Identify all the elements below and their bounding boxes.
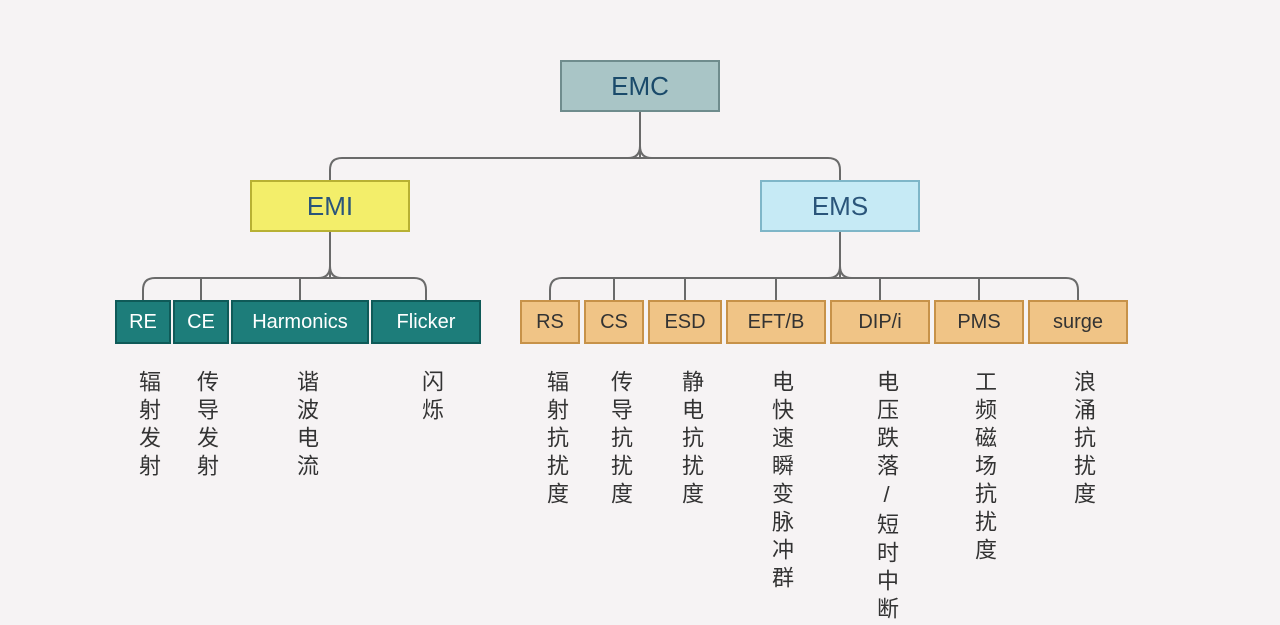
tree-root: EMC bbox=[560, 60, 720, 112]
leaf-description-5: 传导抗扰度 bbox=[604, 370, 636, 510]
tree-leaf-2: Harmonics bbox=[231, 300, 369, 344]
leaf-description-7: 电快速瞬变脉冲群 bbox=[765, 370, 797, 594]
tree-leaf-10: surge bbox=[1028, 300, 1128, 344]
tree-branch-0: EMI bbox=[250, 180, 410, 232]
leaf-description-1: 传导发射 bbox=[190, 370, 222, 482]
tree-leaf-3: Flicker bbox=[371, 300, 481, 344]
leaf-description-3: 闪烁 bbox=[415, 370, 447, 426]
leaf-description-4: 辐射抗扰度 bbox=[540, 370, 572, 510]
leaf-description-0: 辐射发射 bbox=[132, 370, 164, 482]
tree-leaf-5: CS bbox=[584, 300, 644, 344]
tree-leaf-7: EFT/B bbox=[726, 300, 826, 344]
tree-branch-1: EMS bbox=[760, 180, 920, 232]
leaf-description-9: 工频磁场抗扰度 bbox=[968, 370, 1000, 566]
tree-leaf-4: RS bbox=[520, 300, 580, 344]
tree-leaf-6: ESD bbox=[648, 300, 722, 344]
leaf-description-10: 浪涌抗扰度 bbox=[1067, 370, 1099, 510]
leaf-description-6: 静电抗扰度 bbox=[675, 370, 707, 510]
tree-leaf-9: PMS bbox=[934, 300, 1024, 344]
leaf-description-8: 电压跌落/短时中断 bbox=[870, 370, 902, 625]
leaf-description-2: 谐波电流 bbox=[290, 370, 322, 482]
tree-leaf-1: CE bbox=[173, 300, 229, 344]
tree-leaf-0: RE bbox=[115, 300, 171, 344]
tree-leaf-8: DIP/i bbox=[830, 300, 930, 344]
